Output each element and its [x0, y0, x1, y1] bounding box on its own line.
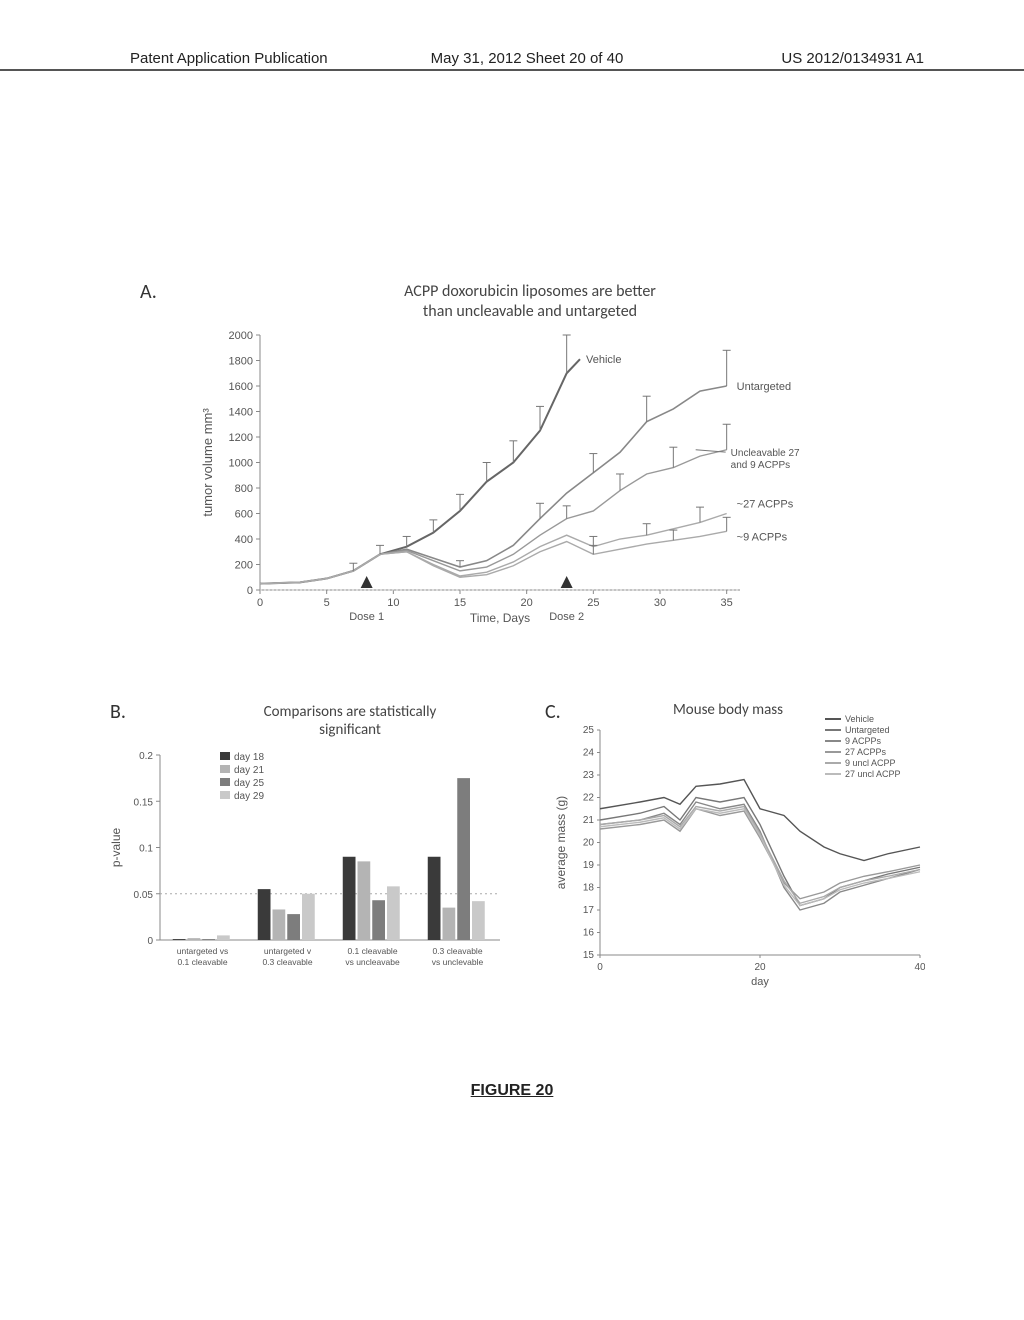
- svg-text:19: 19: [583, 860, 595, 871]
- svg-text:untargeted v: untargeted v: [264, 946, 312, 956]
- page-header: Patent Application Publication May 31, 2…: [0, 50, 1024, 71]
- svg-text:ACPP doxorubicin liposomes are: ACPP doxorubicin liposomes are better: [404, 282, 656, 301]
- svg-text:10: 10: [387, 597, 399, 609]
- svg-text:and 9 ACPPs: and 9 ACPPs: [731, 460, 790, 471]
- svg-text:day 25: day 25: [234, 778, 264, 789]
- svg-text:average mass (g): average mass (g): [554, 796, 568, 889]
- svg-text:1800: 1800: [229, 356, 253, 368]
- svg-text:day 29: day 29: [234, 791, 264, 802]
- svg-text:significant: significant: [319, 721, 381, 739]
- svg-text:1600: 1600: [229, 381, 253, 393]
- svg-text:9 ACPPs: 9 ACPPs: [845, 736, 882, 746]
- svg-text:day: day: [751, 976, 769, 988]
- svg-text:day 21: day 21: [234, 765, 264, 776]
- svg-text:Comparisons are statistically: Comparisons are statistically: [264, 703, 437, 721]
- svg-text:0.1 cleavable: 0.1 cleavable: [177, 957, 227, 967]
- svg-text:0: 0: [247, 585, 253, 597]
- svg-text:Dose 1: Dose 1: [349, 611, 384, 623]
- svg-text:25: 25: [587, 597, 599, 609]
- header-pubno: US 2012/0134931 A1: [659, 50, 1024, 67]
- svg-text:800: 800: [235, 483, 253, 495]
- svg-text:Mouse body mass: Mouse body mass: [673, 701, 783, 719]
- svg-text:Vehicle: Vehicle: [845, 714, 874, 724]
- figure-caption: FIGURE 20: [0, 1082, 1024, 1100]
- header-pubtype: Patent Application Publication: [0, 50, 395, 67]
- header-date: May 31, 2012 Sheet 20 of 40: [395, 50, 660, 67]
- svg-text:2000: 2000: [229, 330, 253, 342]
- svg-text:0.1: 0.1: [139, 844, 153, 855]
- svg-text:Untargeted: Untargeted: [845, 725, 890, 735]
- svg-text:20: 20: [583, 838, 595, 849]
- svg-text:Untargeted: Untargeted: [737, 381, 791, 393]
- svg-text:20: 20: [754, 962, 766, 973]
- svg-text:15: 15: [454, 597, 466, 609]
- svg-text:0.2: 0.2: [139, 751, 153, 762]
- svg-text:1400: 1400: [229, 407, 253, 419]
- svg-text:27 ACPPs: 27 ACPPs: [845, 747, 887, 757]
- panel-c-chart: Mouse body mass 15 16 17 18 19 20 21 22 23 24 25 0 20…: [545, 700, 925, 1000]
- svg-text:vs uncleavabe: vs uncleavabe: [345, 957, 400, 967]
- svg-text:0.1 cleavable: 0.1 cleavable: [347, 946, 397, 956]
- svg-text:15: 15: [583, 950, 595, 961]
- svg-text:p-value: p-value: [109, 827, 123, 867]
- svg-text:21: 21: [583, 815, 595, 826]
- svg-text:24: 24: [583, 748, 595, 759]
- svg-text:vs unclevable: vs unclevable: [432, 957, 484, 967]
- svg-text:~9 ACPPs: ~9 ACPPs: [737, 531, 788, 543]
- svg-text:9 uncl ACPP: 9 uncl ACPP: [845, 758, 896, 768]
- svg-text:0.15: 0.15: [134, 797, 154, 808]
- svg-text:25: 25: [583, 725, 595, 736]
- svg-text:17: 17: [583, 905, 595, 916]
- svg-text:30: 30: [654, 597, 666, 609]
- svg-text:27 uncl ACPP: 27 uncl ACPP: [845, 769, 901, 779]
- svg-text:1200: 1200: [229, 432, 253, 444]
- svg-text:200: 200: [235, 560, 253, 572]
- svg-text:0: 0: [257, 597, 263, 609]
- svg-text:600: 600: [235, 509, 253, 521]
- svg-text:0: 0: [597, 962, 603, 973]
- svg-text:16: 16: [583, 928, 595, 939]
- svg-text:Uncleavable 27: Uncleavable 27: [731, 448, 800, 459]
- svg-text:400: 400: [235, 534, 253, 546]
- svg-text:5: 5: [324, 597, 330, 609]
- svg-text:Dose 2: Dose 2: [549, 611, 584, 623]
- svg-text:~27 ACPPs: ~27 ACPPs: [737, 498, 794, 510]
- svg-text:untargeted vs: untargeted vs: [177, 946, 229, 956]
- svg-text:20: 20: [521, 597, 533, 609]
- panel-b-chart: Comparisons are statisticallysignificant…: [100, 700, 510, 1000]
- svg-text:23: 23: [583, 770, 595, 781]
- svg-text:22: 22: [583, 793, 595, 804]
- svg-text:35: 35: [721, 597, 733, 609]
- svg-text:1000: 1000: [229, 458, 253, 470]
- svg-text:40: 40: [914, 962, 925, 973]
- svg-text:tumor volume mm³: tumor volume mm³: [200, 408, 215, 517]
- svg-text:0.3 cleavable: 0.3 cleavable: [432, 946, 482, 956]
- svg-text:0.05: 0.05: [134, 890, 154, 901]
- svg-text:than uncleavable and untargete: than uncleavable and untargeted: [423, 302, 637, 321]
- svg-text:Time, Days: Time, Days: [470, 611, 530, 625]
- panel-a-chart: ACPP doxorubicin liposomes are bettertha…: [190, 280, 870, 640]
- svg-text:0: 0: [147, 936, 153, 947]
- svg-text:day 18: day 18: [234, 752, 264, 763]
- svg-text:Vehicle: Vehicle: [586, 354, 621, 366]
- svg-text:18: 18: [583, 883, 595, 894]
- panel-a-label: A.: [140, 280, 157, 304]
- svg-text:0.3 cleavable: 0.3 cleavable: [262, 957, 312, 967]
